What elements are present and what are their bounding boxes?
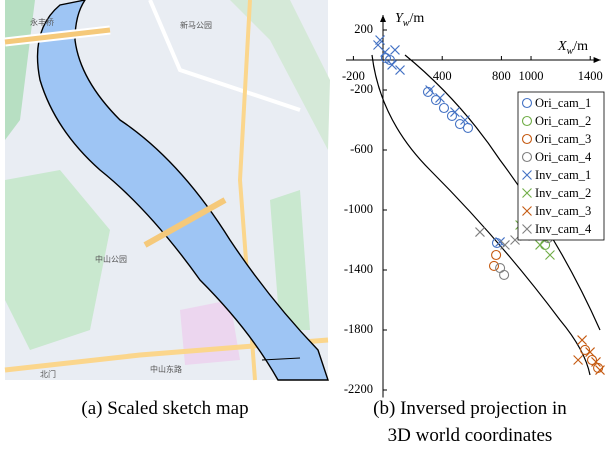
point (396, 66, 405, 75)
y-tick-label: -1400 (344, 262, 373, 276)
map-label: 新马公园 (180, 20, 212, 30)
x-tick-label: -200 (342, 69, 365, 83)
point (475, 228, 484, 237)
map-label: 中山公园 (95, 254, 127, 264)
point (586, 348, 595, 357)
map-label: 北门 (40, 369, 56, 379)
legend-label: Inv_cam_1 (535, 168, 591, 182)
map: 永丰桥 新马公园 中山公园 中山东路 北门 (5, 0, 330, 380)
y-tick-label: -2200 (344, 382, 373, 396)
point (450, 108, 459, 117)
map-label: 永丰桥 (30, 17, 54, 27)
axis-unit: /m (409, 11, 424, 26)
legend-label: Ori_cam_3 (535, 132, 591, 146)
point (463, 123, 472, 132)
point (536, 240, 545, 249)
axis-unit: /m (573, 39, 588, 54)
caption: (b) Inversed projection in (373, 398, 567, 419)
legend-label: Inv_cam_4 (535, 222, 592, 236)
point (492, 251, 501, 260)
caption: (a) Scaled sketch map (81, 398, 248, 419)
figure: 永丰桥 新马公园 中山公园 中山东路 北门 (a) Scaled sketch … (0, 0, 608, 461)
point (545, 251, 554, 260)
y-tick-label: -600 (350, 142, 373, 156)
x-tick-label: 400 (433, 69, 452, 83)
legend-label: Inv_cam_3 (535, 204, 591, 218)
x-tick-label: 1000 (519, 69, 544, 83)
legend-label: Ori_cam_4 (535, 150, 592, 164)
legend-label: Ori_cam_1 (535, 96, 591, 110)
x-tick-label: 1400 (578, 69, 603, 83)
point (439, 104, 448, 113)
x-tick-label: 800 (492, 69, 511, 83)
map-label: 中山东路 (150, 364, 182, 374)
point (574, 356, 583, 365)
point (490, 261, 499, 270)
legend-label: Ori_cam_2 (535, 114, 591, 128)
point (381, 48, 390, 57)
point (426, 86, 435, 95)
y-tick-label: 200 (354, 22, 373, 36)
point (496, 264, 505, 273)
point (596, 366, 605, 375)
y-tick-label: -200 (350, 82, 373, 96)
point (388, 60, 397, 69)
point (500, 240, 509, 249)
y-tick-label: -1000 (344, 202, 373, 216)
axis-symbol: X (557, 39, 567, 54)
axis-label: Xw/m (557, 39, 588, 57)
y-tick-label: -1800 (344, 322, 373, 336)
caption: 3D world coordinates (388, 425, 553, 446)
point (492, 239, 501, 248)
legend-label: Inv_cam_2 (535, 186, 591, 200)
point (500, 270, 509, 279)
point (578, 336, 587, 345)
axis-label: Yw/m (395, 11, 424, 29)
page: 永丰桥 新马公园 中山公园 中山东路 北门 (a) Scaled sketch … (0, 0, 608, 466)
point (390, 45, 399, 54)
